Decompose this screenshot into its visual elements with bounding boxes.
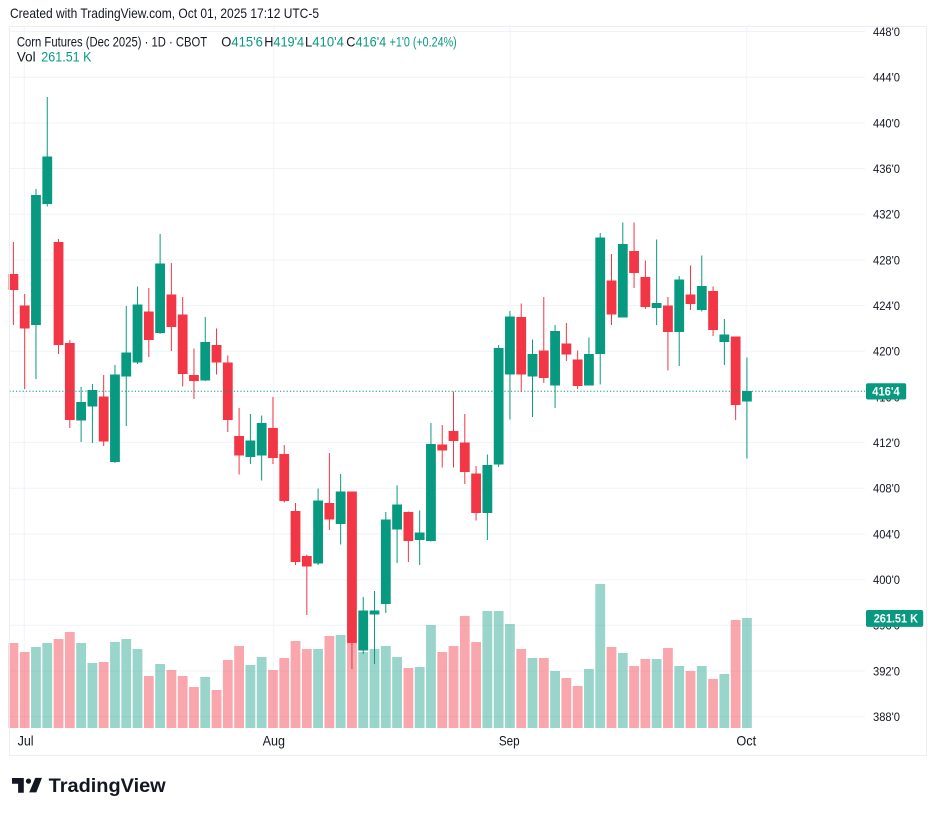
svg-text:L410'4: L410'4 [305, 34, 344, 50]
svg-text:404'0: 404'0 [873, 527, 900, 541]
svg-text:C416'4: C416'4 [346, 34, 386, 50]
svg-text:432'0: 432'0 [873, 208, 900, 222]
svg-text:TradingView: TradingView [49, 775, 167, 797]
svg-text:408'0: 408'0 [873, 482, 900, 496]
svg-text:412'0: 412'0 [873, 436, 900, 450]
svg-text:+1'0 (+0.24%): +1'0 (+0.24%) [390, 34, 457, 50]
svg-text:420'0: 420'0 [873, 345, 900, 359]
svg-text:392'0: 392'0 [873, 664, 900, 678]
svg-text:424'0: 424'0 [873, 299, 900, 313]
svg-text:Corn Futures (Dec 2025) · 1D ·: Corn Futures (Dec 2025) · 1D · CBOT [17, 34, 208, 50]
svg-text:Sep: Sep [499, 733, 520, 749]
svg-text:388'0: 388'0 [873, 710, 900, 724]
svg-text:416'4: 416'4 [872, 385, 900, 398]
svg-text:400'0: 400'0 [873, 573, 900, 587]
svg-text:261.51 K: 261.51 K [41, 49, 92, 65]
svg-text:Aug: Aug [263, 733, 285, 749]
svg-text:261.51 K: 261.51 K [874, 612, 918, 626]
svg-text:H419'4: H419'4 [264, 34, 304, 50]
svg-text:Oct: Oct [736, 733, 756, 749]
svg-text:Vol: Vol [17, 49, 36, 65]
svg-text:448'0: 448'0 [873, 25, 900, 39]
svg-text:Jul: Jul [18, 733, 34, 749]
svg-text:440'0: 440'0 [873, 116, 900, 130]
svg-text:Created with TradingView.com,: Created with TradingView.com, Oct 01, 20… [10, 5, 319, 21]
svg-text:444'0: 444'0 [873, 71, 900, 85]
svg-text:428'0: 428'0 [873, 253, 900, 267]
svg-text:436'0: 436'0 [873, 162, 900, 176]
svg-text:O415'6: O415'6 [221, 34, 263, 50]
